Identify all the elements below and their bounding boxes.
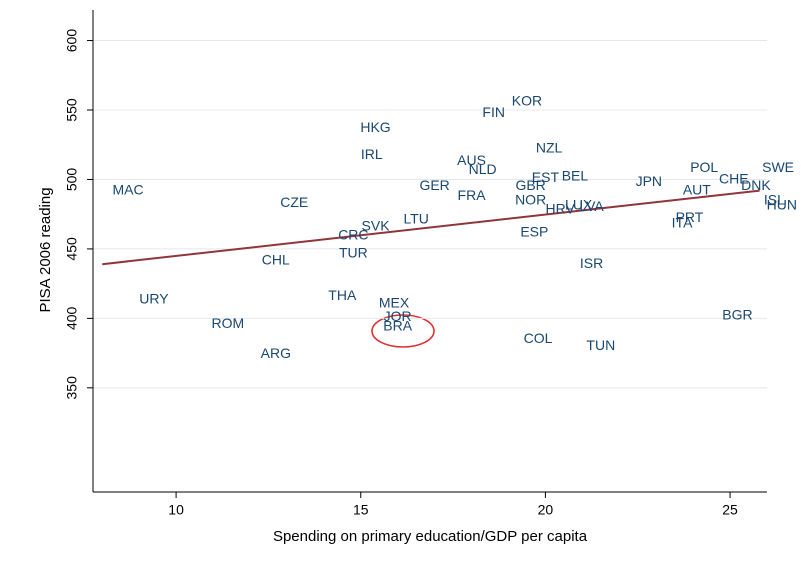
y-tick-label: 400 (64, 306, 80, 330)
point-label: HKG (360, 119, 390, 135)
point-label: SWE (762, 159, 794, 175)
point-label: IRL (361, 146, 383, 162)
point-label: CZE (280, 194, 308, 210)
point-label: PRT (676, 209, 704, 225)
point-label: BGR (722, 306, 752, 322)
x-tick-label: 25 (722, 502, 738, 518)
x-tick-label: 10 (168, 502, 184, 518)
point-label: KOR (512, 92, 542, 108)
point-label: BRA (383, 317, 412, 333)
point-label: LUX (565, 197, 593, 213)
point-label: TUN (586, 337, 615, 353)
point-label: MAC (113, 181, 144, 197)
point-label: EST (532, 169, 560, 185)
point-label: COL (524, 330, 553, 346)
point-label: ISL (764, 192, 785, 208)
point-label: JOR (384, 308, 412, 324)
point-label: ROM (211, 315, 244, 331)
point-label: GER (419, 177, 449, 193)
point-label: LTU (403, 210, 428, 226)
y-axis-title: PISA 2006 reading (37, 187, 54, 312)
point-label: THA (328, 287, 357, 303)
point-label: NLD (469, 161, 497, 177)
point-label: URY (139, 290, 169, 306)
point-label: HRV (546, 201, 576, 217)
point-label: JPN (636, 173, 662, 189)
point-label: DNK (741, 177, 771, 193)
y-tick-label: 550 (64, 98, 80, 122)
point-label: MEX (379, 294, 410, 310)
point-label: ARG (261, 345, 291, 361)
point-label: NOR (515, 192, 546, 208)
point-label: TUR (339, 244, 368, 260)
point-label: AUS (457, 152, 486, 168)
point-label: ISR (580, 255, 603, 271)
x-tick-label: 20 (538, 502, 554, 518)
point-label: POL (690, 159, 718, 175)
y-tick-label: 450 (64, 237, 80, 261)
point-label: FRA (458, 187, 487, 203)
point-label: CHE (719, 171, 749, 187)
x-tick-label: 15 (353, 502, 369, 518)
y-tick-label: 350 (64, 376, 80, 400)
y-tick-label: 600 (64, 29, 80, 53)
point-label: NZL (536, 140, 563, 156)
point-label: AUT (683, 182, 711, 198)
y-tick-label: 500 (64, 168, 80, 192)
point-label: CHL (262, 251, 290, 267)
point-label: HUN (767, 197, 797, 213)
point-label: GBR (515, 177, 545, 193)
fit-line (102, 189, 760, 266)
highlight-ellipse (371, 314, 435, 348)
point-label: LVA (579, 198, 604, 214)
point-label: CRC (338, 227, 368, 243)
x-axis-title: Spending on primary education/GDP per ca… (273, 528, 588, 545)
point-label: FIN (482, 104, 505, 120)
point-label: SVK (362, 217, 391, 233)
point-label: BEL (562, 167, 589, 183)
point-label: ESP (520, 224, 548, 240)
point-label: ITA (672, 215, 693, 231)
